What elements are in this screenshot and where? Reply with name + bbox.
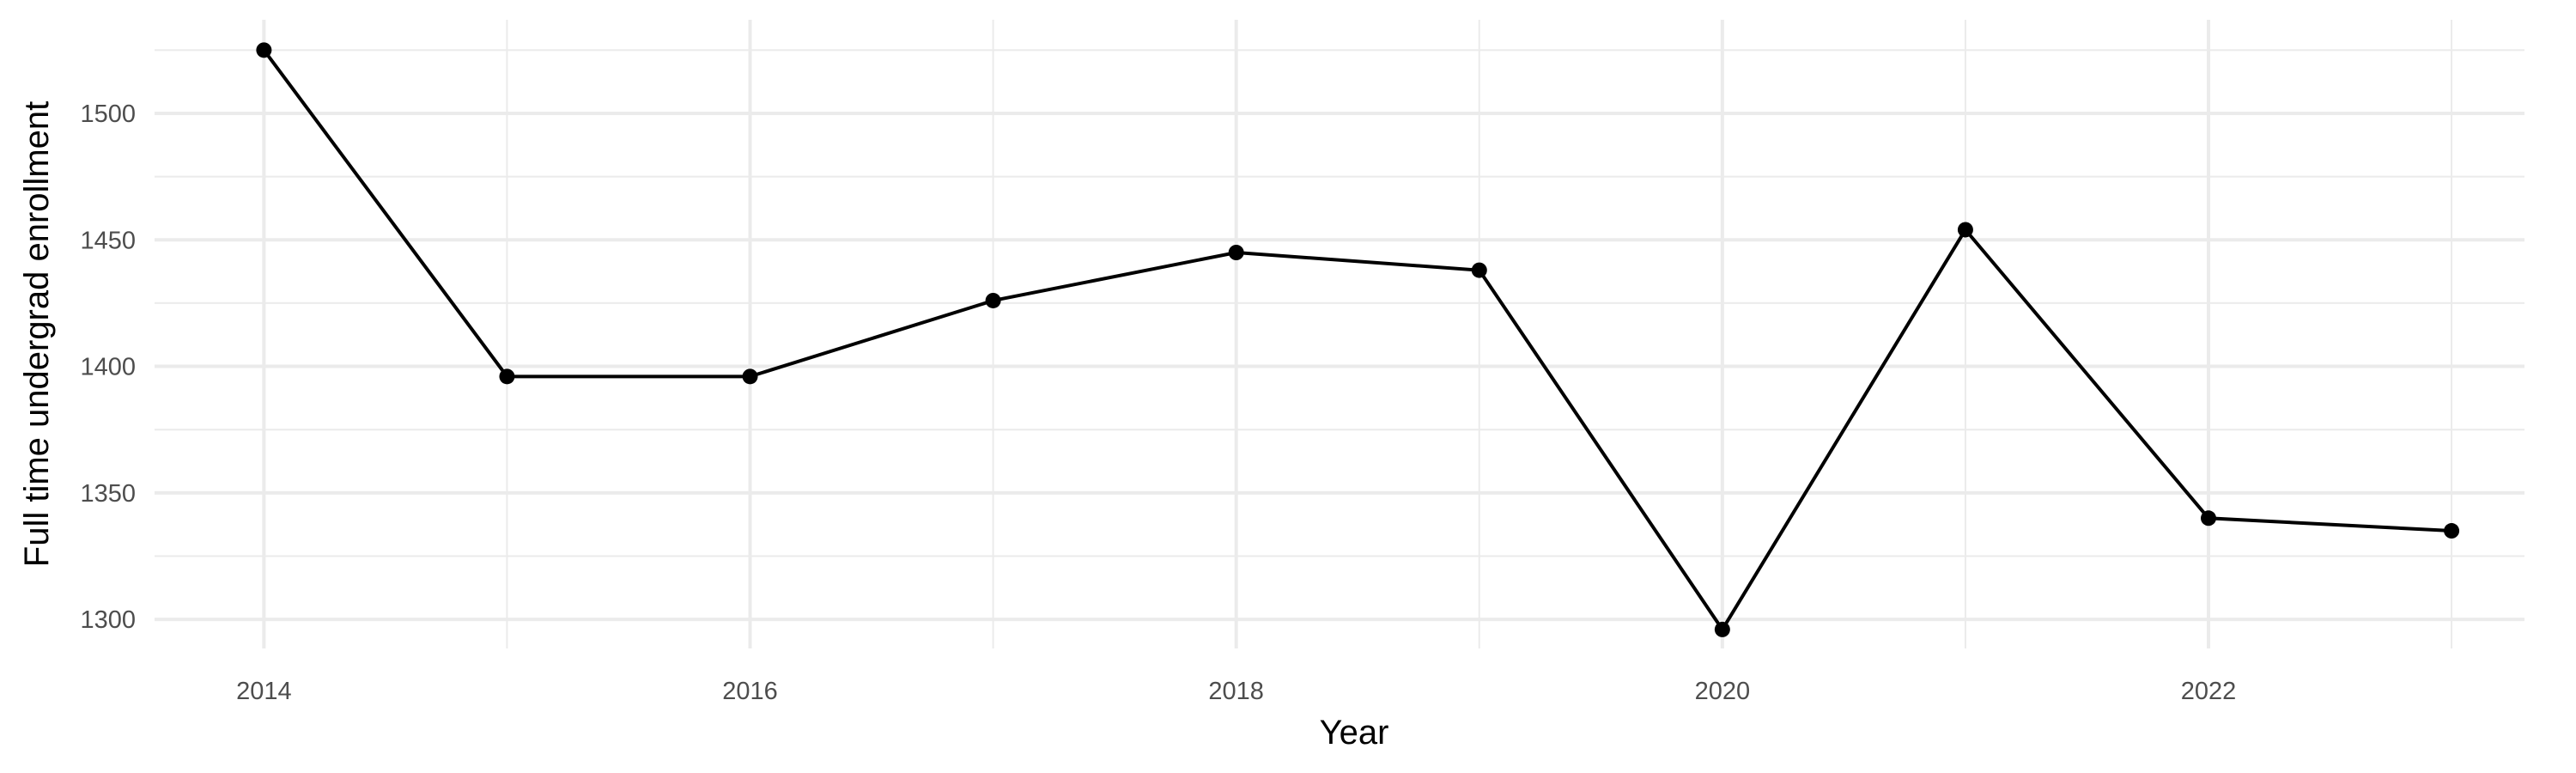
x-tick-label: 2018 [1208, 678, 1264, 705]
grid [155, 20, 2524, 648]
y-tick-label: 1400 [80, 354, 136, 381]
y-tick-label: 1500 [80, 100, 136, 128]
series-line [262, 49, 2452, 633]
y-axis-ticks: 1300 1350 1400 1450 1500 [80, 100, 136, 634]
data-point-2020 [1714, 621, 1730, 637]
y-tick-label: 1350 [80, 480, 136, 508]
x-axis-title: Year [1320, 714, 1389, 752]
data-point-2017 [985, 292, 1001, 308]
x-tick-label: 2014 [236, 678, 292, 705]
data-point-2019 [1471, 262, 1487, 278]
series [256, 42, 2460, 637]
data-point-2014 [256, 42, 272, 58]
y-tick-label: 1300 [80, 606, 136, 634]
data-point-2018 [1228, 245, 1244, 261]
data-point-2016 [742, 368, 758, 385]
x-tick-label: 2020 [1695, 678, 1751, 705]
x-tick-label: 2016 [722, 678, 778, 705]
x-tick-label: 2022 [2181, 678, 2237, 705]
x-axis-ticks: 2014 2016 2018 2020 2022 [236, 678, 2236, 705]
data-point-2022 [2201, 510, 2216, 526]
data-point-2015 [499, 368, 515, 385]
y-axis-title: Full time undergrad enrollment [18, 101, 56, 567]
data-point-2021 [1957, 222, 1973, 238]
y-tick-label: 1450 [80, 227, 136, 254]
data-point-2023 [2444, 523, 2460, 539]
